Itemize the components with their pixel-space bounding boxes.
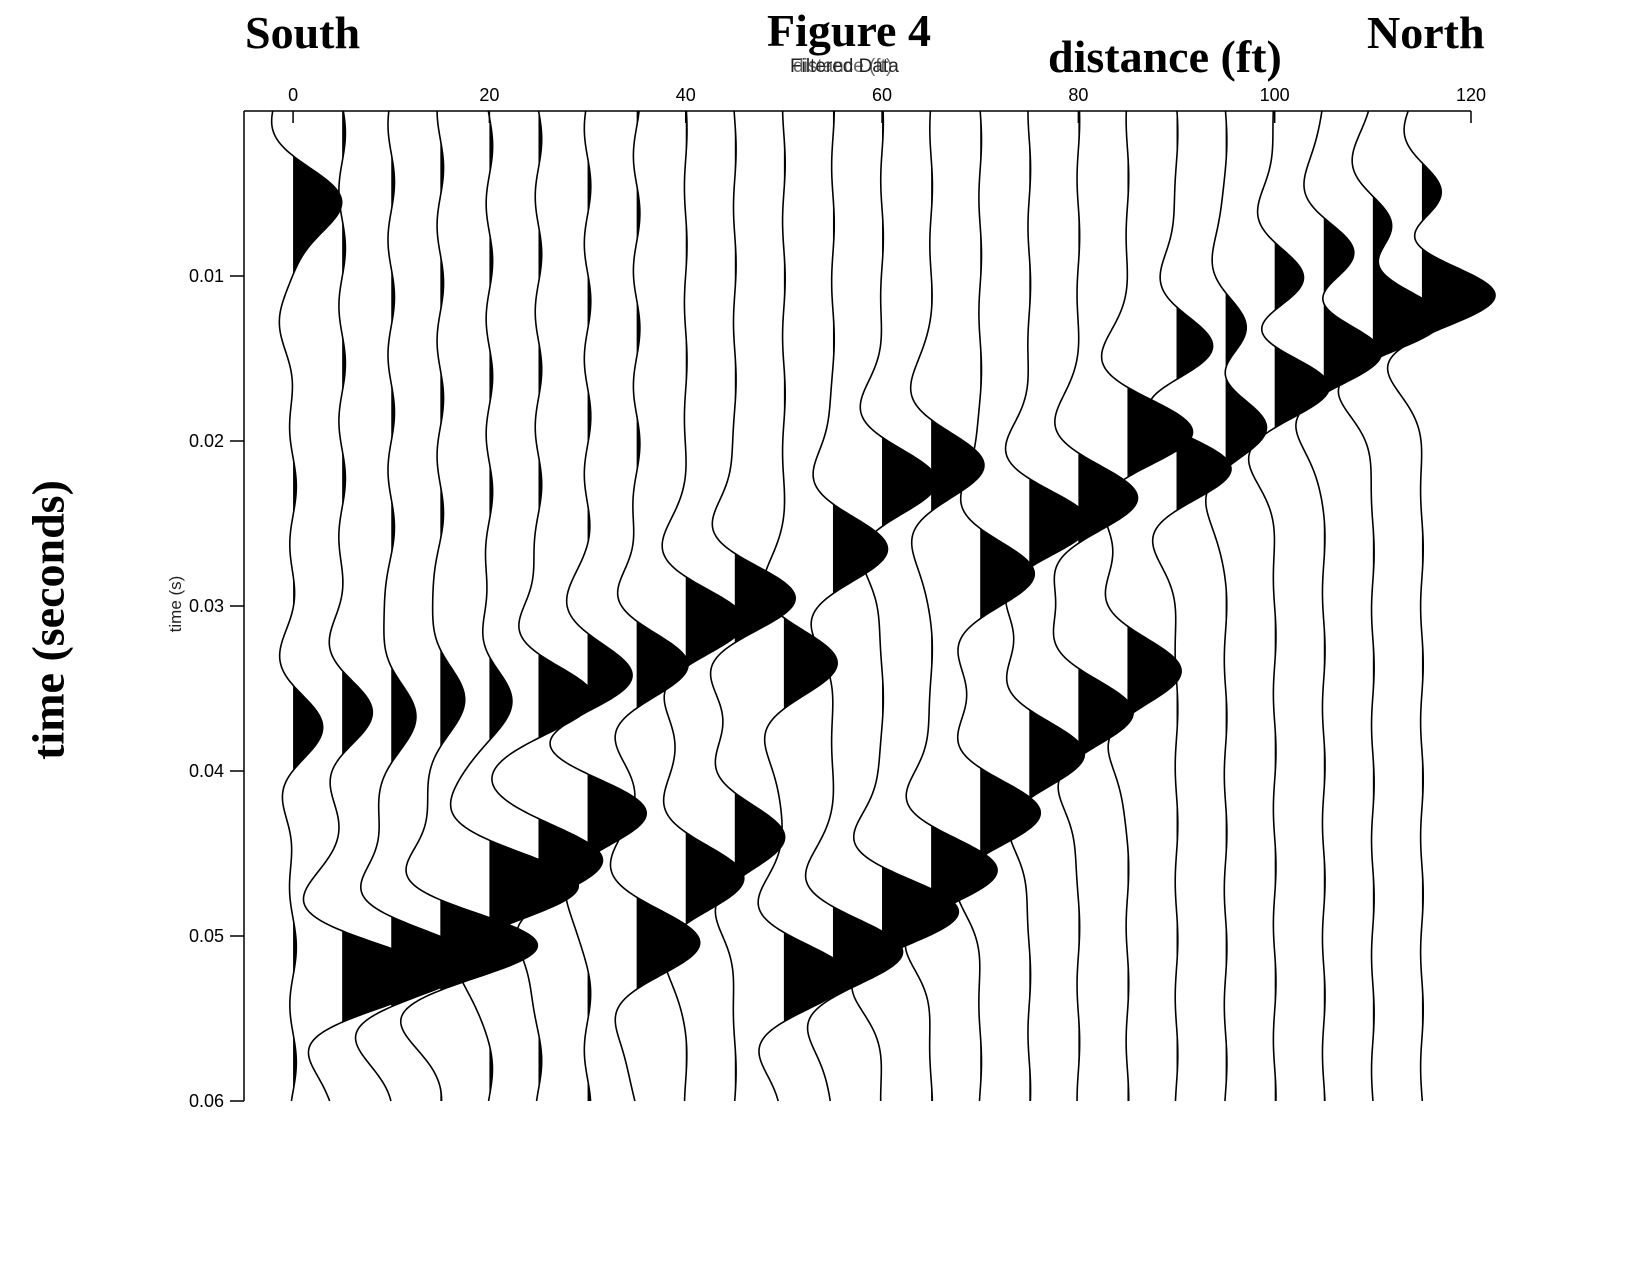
distance-axis-label: distance (ft) (1048, 31, 1282, 82)
trace-wiggle (1247, 110, 1331, 1102)
trace-wiggle (1100, 110, 1194, 1102)
trace-positive-fill (440, 111, 538, 1101)
trace-positive-fill (1029, 111, 1090, 1101)
x-tick-label: 0 (288, 85, 298, 105)
trace-wiggle (1148, 110, 1232, 1102)
trace-wiggle (449, 110, 580, 1102)
trace-wiggle (955, 110, 1042, 1102)
trace-wiggle (302, 110, 439, 1102)
trace-positive-fill (882, 111, 959, 1101)
trace-wiggle (1204, 110, 1268, 1102)
x-tick-label: 40 (676, 85, 696, 105)
seismic-traces (270, 110, 1496, 1102)
trace-wiggle (354, 110, 479, 1102)
trace-wiggle (851, 110, 960, 1101)
x-tick-label: 80 (1068, 85, 1088, 105)
trace-wiggle (1004, 110, 1091, 1102)
trace-positive-fill (293, 111, 342, 1101)
south-label: South (245, 7, 361, 58)
y-tick-label: 0.04 (189, 761, 224, 781)
trace-positive-fill (685, 111, 745, 1101)
trace-wiggle (491, 110, 604, 1102)
trace-positive-fill (342, 111, 438, 1101)
trace-wiggle (709, 110, 796, 1102)
trace-positive-fill (391, 111, 478, 1101)
trace-positive-fill (489, 111, 579, 1101)
trace-wiggle (399, 110, 539, 1102)
trace-positive-fill (980, 111, 1041, 1101)
trace-positive-fill (1274, 111, 1330, 1101)
x-tick-label: 100 (1260, 85, 1290, 105)
plot-subtitle-overlap: distance (ft) (793, 56, 893, 77)
trace-positive-fill (1225, 111, 1267, 1101)
trace-positive-fill (1372, 111, 1443, 1101)
y-tick-label: 0.05 (189, 926, 224, 946)
plot-subtitle: Filtered Data (790, 56, 899, 77)
trace-positive-fill (1421, 111, 1496, 1101)
x-tick-label: 120 (1456, 85, 1486, 105)
trace-positive-fill (1176, 111, 1232, 1101)
trace-wiggle (757, 110, 851, 1102)
trace-wiggle (1386, 110, 1496, 1102)
trace-wiggle (1295, 110, 1383, 1102)
trace-wiggle (270, 110, 343, 1102)
figure-title: Figure 4 (767, 5, 931, 56)
y-tick-label: 0.06 (189, 1091, 224, 1111)
trace-wiggle (1337, 110, 1444, 1102)
trace-positive-fill (783, 111, 850, 1101)
x-tick-label: 20 (479, 85, 499, 105)
trace-wiggle (549, 110, 648, 1102)
trace-wiggle (661, 110, 746, 1102)
y-tick-label: 0.03 (189, 596, 224, 616)
trace-positive-fill (1127, 111, 1193, 1101)
trace-wiggle (904, 110, 998, 1102)
trace-wiggle (1052, 110, 1139, 1101)
trace-positive-fill (538, 111, 603, 1101)
y-tick-label: 0.01 (189, 266, 224, 286)
plot-axes: 0 20 40 60 80 100 120 0.01 0.02 0.03 0.04 0.05 0.06 (189, 85, 1486, 1111)
trace-positive-fill (734, 111, 796, 1101)
x-tick-label: 60 (872, 85, 892, 105)
north-label: North (1367, 7, 1485, 58)
y-tick-label: 0.02 (189, 431, 224, 451)
trace-positive-fill (1323, 111, 1382, 1101)
trace-wiggle (609, 110, 701, 1102)
